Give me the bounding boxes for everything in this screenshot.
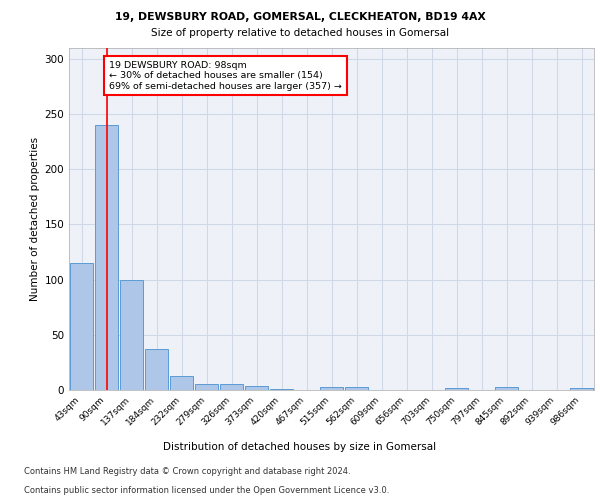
Bar	[569, 388, 593, 390]
Text: Distribution of detached houses by size in Gomersal: Distribution of detached houses by size …	[163, 442, 437, 452]
Text: Contains public sector information licensed under the Open Government Licence v3: Contains public sector information licen…	[24, 486, 389, 495]
Bar	[344, 386, 368, 390]
Bar	[245, 386, 268, 390]
Bar	[95, 125, 118, 390]
Bar	[145, 349, 169, 390]
Bar	[220, 384, 244, 390]
Text: Contains HM Land Registry data © Crown copyright and database right 2024.: Contains HM Land Registry data © Crown c…	[24, 467, 350, 476]
Bar	[269, 389, 293, 390]
Bar	[70, 263, 94, 390]
Y-axis label: Number of detached properties: Number of detached properties	[30, 136, 40, 301]
Bar	[445, 388, 469, 390]
Text: 19 DEWSBURY ROAD: 98sqm
← 30% of detached houses are smaller (154)
69% of semi-d: 19 DEWSBURY ROAD: 98sqm ← 30% of detache…	[109, 61, 342, 90]
Text: 19, DEWSBURY ROAD, GOMERSAL, CLECKHEATON, BD19 4AX: 19, DEWSBURY ROAD, GOMERSAL, CLECKHEATON…	[115, 12, 485, 22]
Bar	[119, 280, 143, 390]
Text: Size of property relative to detached houses in Gomersal: Size of property relative to detached ho…	[151, 28, 449, 38]
Bar	[170, 376, 193, 390]
Bar	[194, 384, 218, 390]
Bar	[494, 386, 518, 390]
Bar	[320, 386, 343, 390]
